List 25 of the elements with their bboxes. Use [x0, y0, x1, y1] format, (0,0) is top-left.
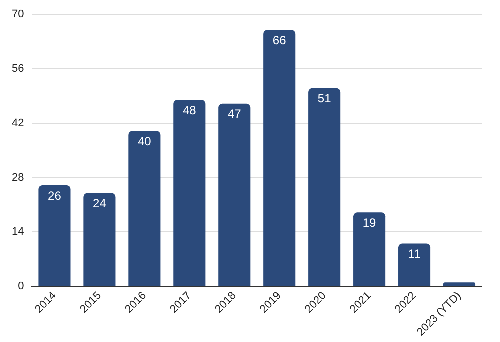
data-label: 40 — [138, 134, 152, 148]
data-label: 51 — [318, 92, 332, 106]
bar — [218, 104, 251, 286]
y-tick-label: 42 — [12, 117, 24, 130]
data-label: 19 — [362, 216, 377, 230]
bar — [308, 88, 341, 286]
y-tick-label: 70 — [12, 8, 24, 21]
data-label: 47 — [228, 107, 242, 122]
bar — [128, 131, 161, 286]
y-tick-label: 56 — [12, 63, 24, 76]
bar — [398, 244, 431, 286]
data-label: 24 — [93, 196, 107, 211]
bar — [84, 193, 116, 286]
y-tick-label: 28 — [12, 172, 24, 184]
data-label: 48 — [182, 103, 197, 118]
bar — [174, 100, 206, 286]
data-label: 66 — [272, 33, 287, 48]
bar — [264, 30, 296, 286]
y-tick-label: 14 — [12, 226, 24, 238]
bar — [443, 282, 476, 286]
data-label: 11 — [408, 247, 422, 262]
bar — [354, 212, 386, 286]
data-label: 26 — [48, 188, 62, 203]
y-tick-label: 0 — [18, 280, 24, 292]
bar — [38, 185, 71, 286]
